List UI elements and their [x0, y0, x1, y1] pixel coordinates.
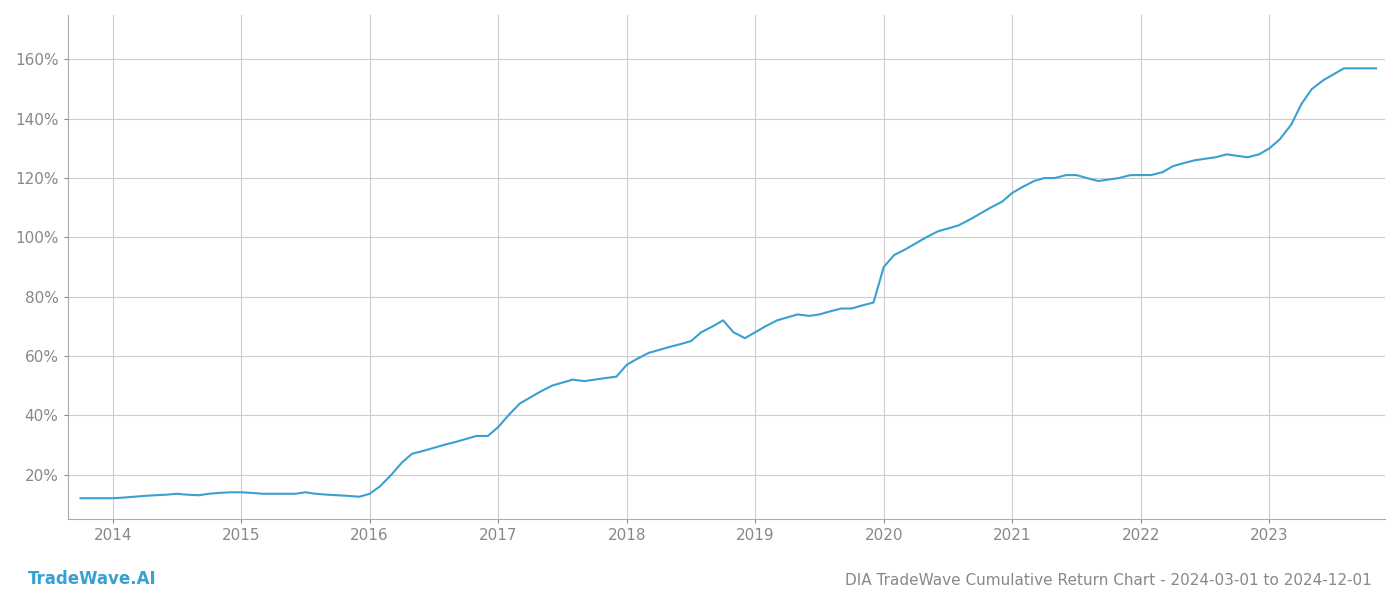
Text: DIA TradeWave Cumulative Return Chart - 2024-03-01 to 2024-12-01: DIA TradeWave Cumulative Return Chart - … [846, 573, 1372, 588]
Text: TradeWave.AI: TradeWave.AI [28, 570, 157, 588]
